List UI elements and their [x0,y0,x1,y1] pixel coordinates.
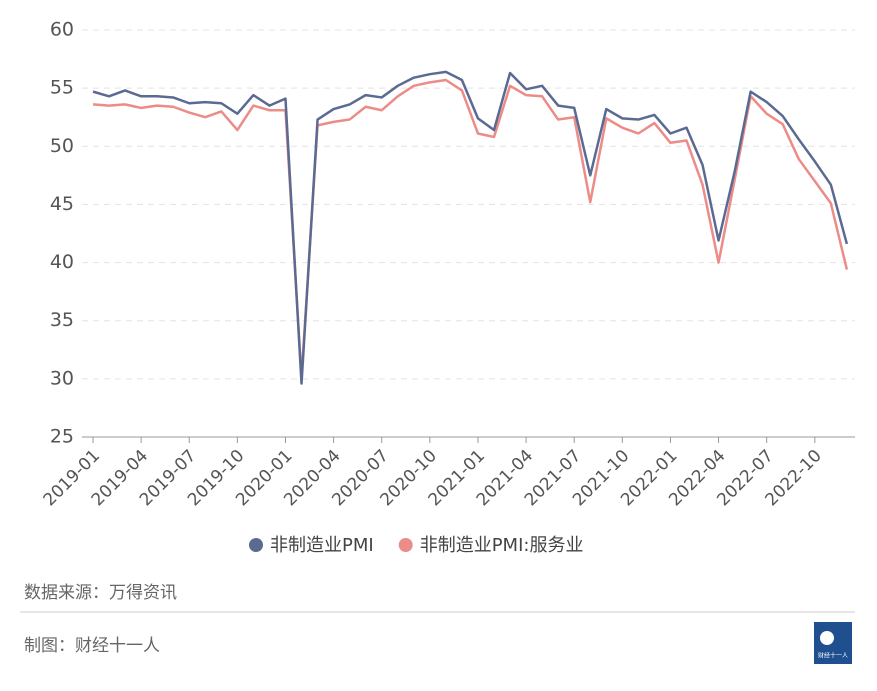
y-tick-label: 60 [50,19,74,41]
legend-label: 非制造业PMI [270,535,374,556]
y-tick-label: 25 [50,426,74,448]
series-line [92,70,849,385]
legend-marker [249,538,263,552]
logo-globe [820,631,834,645]
legend-label: 非制造业PMI:服务业 [420,535,584,556]
y-tick-label: 35 [50,309,74,331]
y-tick-label: 30 [50,367,74,389]
credit: 制图：财经十一人 [24,636,160,656]
y-tick-label: 45 [50,193,74,215]
logo-text: 财经十一人 [818,652,848,660]
y-tick-label: 40 [50,251,74,273]
y-tick-label: 55 [50,77,74,99]
logo [814,622,852,664]
legend-marker [398,538,413,552]
source: 数据来源：万得资讯 [24,583,177,603]
y-tick-label: 50 [50,135,74,157]
series-line [92,78,849,379]
